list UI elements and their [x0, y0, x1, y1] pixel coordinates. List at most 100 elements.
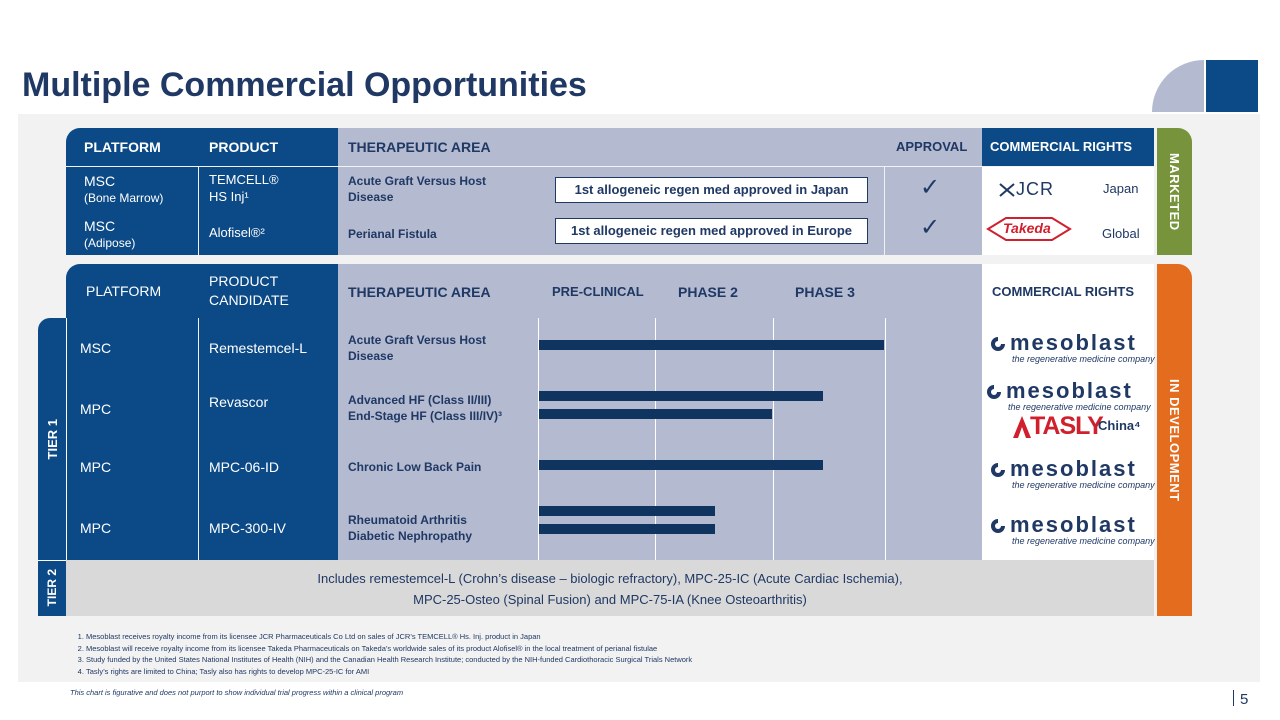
tasly-logo-text: TASLY: [1030, 412, 1104, 440]
marketed-row1-product: TEMCELL®: [209, 172, 279, 187]
dev-header-rights: [982, 264, 1154, 318]
mesoblast-mark-icon: [987, 385, 1001, 399]
dev-pipeline-area: [338, 318, 982, 560]
tier1-label: TIER 1: [44, 418, 60, 460]
pipeline-bar-advanced-hf: [539, 391, 823, 401]
dev-row3-area-line1: Chronic Low Back Pain: [348, 460, 482, 474]
dev-product-col: [199, 318, 338, 560]
tier2-line1: Includes remestemcel-L (Crohn’s disease …: [317, 571, 903, 586]
marketed-header-commercial-rights: COMMERCIAL RIGHTS: [990, 139, 1133, 154]
mesoblast-mark-icon: [991, 337, 1005, 351]
mesoblast-logo-tagline: the regenerative medicine company: [1012, 536, 1155, 546]
marketed-header-rights: [982, 128, 1154, 166]
jcr-logo: JCR: [998, 179, 1070, 202]
mesoblast-logo-tagline: the regenerative medicine company: [1008, 402, 1151, 412]
marketed-row2-callout: 1st allogeneic regen med approved in Eur…: [555, 218, 868, 244]
page-number-value: 5: [1240, 691, 1249, 708]
page-title: Multiple Commercial Opportunities: [22, 66, 587, 104]
dev-row3-product: MPC-06-ID: [209, 459, 280, 475]
tasly-logo: TASLY China⁴: [1012, 412, 1152, 440]
dev-header-preclinical: PRE-CLINICAL: [552, 284, 644, 299]
jcr-logo-icon: [999, 183, 1015, 197]
marketed-approval-col: [885, 167, 982, 255]
disclaimer: This chart is figurative and does not pu…: [70, 688, 404, 697]
mesoblast-mark-icon: [991, 463, 1005, 477]
dev-row1-area-line1: Acute Graft Versus Host: [348, 333, 487, 347]
marketed-platform-col: [66, 167, 198, 255]
dev-row1-product: Remestemcel-L: [209, 340, 308, 356]
mesoblast-logo: mesoblast the regenerative medicine comp…: [988, 330, 1155, 364]
dev-header-phase2: PHASE 2: [678, 284, 738, 300]
tier2-label: TIER 2: [45, 569, 59, 607]
tier2-band: [66, 560, 1154, 616]
pipeline-bar-rheumatoid-arthritis: [539, 506, 715, 516]
page-number-divider: [1233, 690, 1234, 706]
pipeline-bar-agvhd: [539, 340, 884, 350]
dev-row2-product: Revascor: [209, 394, 269, 410]
footnote-item: Mesoblast will receive royalty income fr…: [86, 643, 692, 655]
pipeline-bar-low-back-pain: [539, 460, 823, 470]
dev-header-platform: PLATFORM: [86, 283, 162, 299]
marketed-side-tab: MARKETED: [1157, 128, 1192, 255]
approval-check-icon: ✓: [920, 214, 941, 241]
in-development-side-label: IN DEVELOPMENT: [1167, 378, 1182, 502]
in-development-side-tab: IN DEVELOPMENT: [1157, 264, 1192, 616]
tier1-tab: [38, 318, 66, 560]
phase-divider: [773, 318, 774, 560]
marketed-row2-platform: MSC: [84, 218, 116, 234]
dev-row2-platform: MPC: [80, 401, 112, 417]
marketed-row1-callout: 1st allogeneic regen med approved in Jap…: [555, 177, 868, 203]
marketed-product-col: [199, 167, 338, 255]
dev-header-product: PRODUCT: [209, 273, 279, 289]
pipeline-bar-diabetic-nephropathy: [539, 524, 715, 534]
marketed-header-area: [338, 128, 982, 166]
footnote-item: Tasly’s rights are limited to China; Tas…: [86, 666, 692, 678]
jcr-logo-text: JCR: [1016, 179, 1054, 199]
marketed-row2-platform-sub: (Adipose): [84, 236, 136, 250]
tasly-region: China⁴: [1098, 418, 1141, 433]
marketed-header-approval: APPROVAL: [896, 139, 968, 154]
tier2-tab-label-wrap: TIER 2: [38, 560, 66, 616]
footnotes: Mesoblast receives royalty income from i…: [74, 631, 692, 677]
footnote-item: Mesoblast receives royalty income from i…: [86, 631, 692, 643]
mesoblast-logo: mesoblast the regenerative medicine comp…: [988, 456, 1155, 490]
phase-divider: [885, 318, 886, 560]
marketed-row1-region: Japan: [1103, 181, 1139, 196]
tier1-tab-label-wrap: TIER 1: [38, 318, 66, 560]
tasly-mark-icon: [1013, 416, 1031, 438]
mesoblast-logo: mesoblast the regenerative medicine comp…: [988, 512, 1155, 546]
phase-divider: [538, 318, 539, 560]
mesoblast-logo-word: mesoblast: [1006, 378, 1133, 403]
marketed-row2-region: Global: [1102, 226, 1140, 241]
dev-row4-area-line2: Diabetic Nephropathy: [348, 529, 473, 543]
marketed-row1-area: Acute Graft Versus Host Disease: [348, 174, 487, 204]
marketed-header-product: PRODUCT: [209, 139, 279, 155]
marketed-row1-product-line2: HS Inj¹: [209, 189, 249, 204]
dev-row1-area-line2: Disease: [348, 349, 394, 363]
dev-header-candidate: CANDIDATE: [209, 292, 289, 308]
tier2-tab: [38, 560, 66, 616]
pipeline-bar-end-stage-hf: [539, 409, 772, 419]
dev-header-commercial-rights: COMMERCIAL RIGHTS: [992, 284, 1135, 299]
approval-check-icon: ✓: [920, 174, 941, 201]
footnote-item: Study funded by the United States Nation…: [86, 654, 692, 666]
marketed-header-platform: PLATFORM: [84, 139, 161, 155]
takeda-logo-text: Takeda: [1003, 220, 1051, 236]
marketed-row1-platform-sub: (Bone Marrow): [84, 191, 164, 205]
tier2-text: Includes remestemcel-L (Crohn’s disease …: [66, 568, 1154, 610]
dev-row4-product: MPC-300-IV: [209, 520, 287, 536]
dev-header-therapeutic-area: THERAPEUTIC AREA: [348, 284, 491, 300]
dev-header-navy: [66, 264, 338, 318]
dev-platform-col: [66, 318, 198, 560]
marketed-header-therapeutic-area: THERAPEUTIC AREA: [348, 139, 491, 155]
marketed-row1-platform: MSC: [84, 173, 116, 189]
marketed-row2-product: Alofisel®²: [209, 225, 265, 240]
dev-row4-area-line1: Rheumatoid Arthritis: [348, 513, 467, 527]
tier2-line2: MPC-25-Osteo (Spinal Fusion) and MPC-75-…: [413, 592, 807, 607]
dev-row1-platform: MSC: [80, 340, 112, 356]
dev-row4-platform: MPC: [80, 520, 112, 536]
mesoblast-logo-tagline: the regenerative medicine company: [1012, 480, 1155, 490]
dev-rights-col: [982, 318, 1154, 560]
dev-row2-area-line2: End-Stage HF (Class III/IV)³: [348, 409, 503, 423]
takeda-logo: Takeda: [986, 216, 1072, 242]
